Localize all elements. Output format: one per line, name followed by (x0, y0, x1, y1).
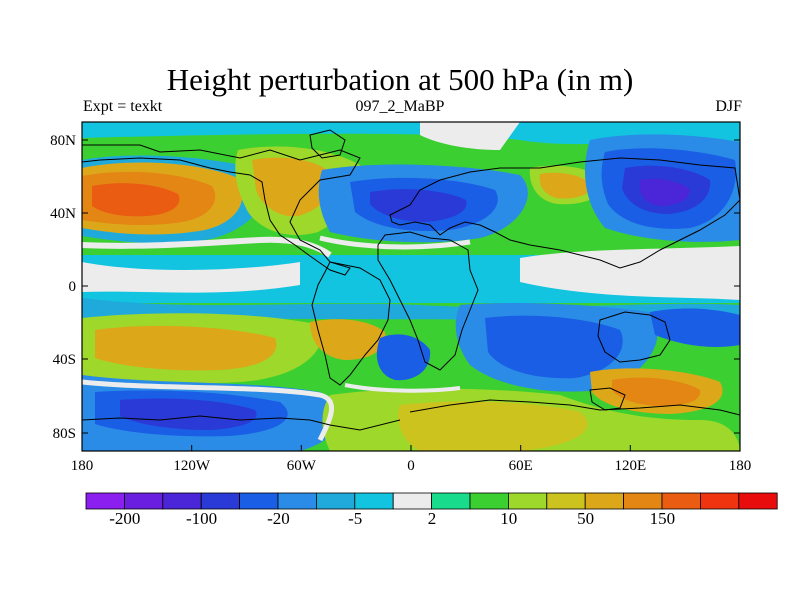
colorbar (85, 492, 778, 510)
s-pacific-ridge (95, 325, 277, 371)
x-tick-label: 180 (729, 458, 752, 474)
colorbar-swatch (315, 492, 356, 510)
tropical-neutral-east (520, 246, 740, 300)
colorbar-label: 150 (650, 509, 676, 528)
y-tick-label: 80N (50, 133, 76, 149)
x-tick-label: 180 (71, 458, 94, 474)
s-pacific-east-trough (650, 308, 740, 347)
colorbar-label: -20 (267, 509, 290, 528)
colorbar-swatch (392, 492, 433, 510)
colorbar-swatch (546, 492, 586, 510)
colorbar-swatch (431, 492, 471, 510)
y-tick-label: 80S (53, 426, 76, 442)
southern-island-outline (589, 387, 626, 411)
colorbar-swatch (200, 492, 240, 510)
australia-outline (597, 311, 671, 363)
y-tick-label: 40N (50, 206, 76, 222)
e-asia-trough-core (639, 178, 690, 206)
x-tick-label: 60W (287, 458, 317, 474)
south-america-outline (311, 261, 391, 386)
tropical-neutral-west (82, 262, 300, 293)
eurasia-outline (389, 157, 740, 269)
colorbar-label: -200 (109, 509, 140, 528)
colorbar-swatch (738, 492, 778, 510)
experiment-label: Expt = texkt (83, 98, 163, 115)
colorbar-swatch (700, 492, 740, 510)
axis-ticks (81, 139, 741, 451)
colorbar-swatch (354, 492, 394, 510)
x-tick-label: 0 (407, 458, 415, 474)
c-asia-ridge-core (539, 172, 592, 199)
colorbar-label: 2 (428, 509, 437, 528)
colorbar-swatch (162, 492, 202, 510)
x-tick-label: 120W (173, 458, 211, 474)
antarctic-ridge (398, 401, 588, 451)
colorbar-swatch (584, 492, 625, 510)
indian-ocean-trough (485, 315, 623, 379)
zero-contour-atlantic (319, 235, 471, 250)
arctic-band (82, 122, 740, 145)
s-america-ridge (310, 319, 386, 360)
n-atlantic-trough-core (370, 189, 467, 222)
colorbar-swatch (124, 492, 164, 510)
colorbar-swatch (507, 492, 548, 510)
n-america-ridge (252, 157, 333, 217)
chart-title: Height perturbation at 500 hPa (in m) (166, 62, 634, 97)
africa-outline (377, 231, 479, 371)
colorbar-label: 10 (500, 509, 517, 528)
y-tick-label: 0 (69, 279, 77, 295)
x-tick-label: 60E (509, 458, 533, 474)
greenland-outline (309, 129, 346, 159)
colorbar-swatch (469, 492, 509, 510)
y-tick-label: 40S (53, 352, 76, 368)
colorbar-swatch (85, 492, 125, 510)
zero-contour-southern-ocean (82, 379, 335, 442)
colorbar-swatch (623, 492, 663, 510)
x-tick-label: 120E (614, 458, 646, 474)
run-label: 097_2_MaBP (355, 98, 445, 115)
map-field (82, 122, 740, 451)
coastlines (82, 129, 740, 431)
southern-ocean-trough-core (120, 398, 257, 430)
antarctica-outline (82, 399, 740, 431)
s-australia-ridge-core (612, 377, 701, 406)
colorbar-swatch (277, 492, 317, 510)
colorbar-swatch (661, 492, 701, 510)
colorbar-label: -5 (348, 509, 362, 528)
colorbar-swatch (239, 492, 279, 510)
colorbar-label: 50 (577, 509, 594, 528)
n-pacific-ridge-core (92, 183, 180, 217)
colorbar-labels: -200 -100 -20 -5 2 10 50 150 (109, 509, 675, 528)
s-atlantic-trough (376, 334, 431, 381)
season-label: DJF (715, 98, 742, 115)
zero-contour-south-atlantic (344, 383, 461, 393)
arctic-neutral (420, 122, 520, 150)
colorbar-label: -100 (186, 509, 217, 528)
